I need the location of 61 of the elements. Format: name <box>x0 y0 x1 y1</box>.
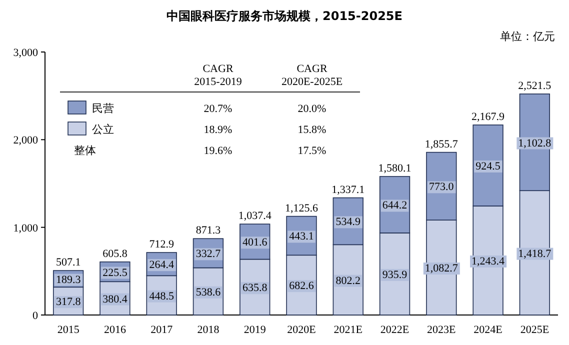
legend-label: 民营 <box>92 102 114 115</box>
total-label: 1,125.6 <box>285 202 318 214</box>
annotation: CAGR 2020E-2025E <box>281 63 343 88</box>
data-label: 924.5 <box>476 160 501 172</box>
total-label: 871.3 <box>196 224 222 237</box>
x-tick-label: 2015 <box>57 324 80 336</box>
chart-title: 中国眼科医疗服务市场规模，2015-2025E <box>166 9 402 23</box>
annotation: 20.0% <box>298 103 326 115</box>
total-label: 2,167.9 <box>472 110 506 123</box>
x-tick-label: 2017 <box>150 324 174 336</box>
total-label: 2,521.5 <box>518 80 552 92</box>
annotation: 18.9% <box>204 124 232 136</box>
total-label: 507.1 <box>56 256 81 269</box>
data-label: 644.2 <box>382 200 408 212</box>
annotation: 20.7% <box>204 103 232 115</box>
y-tick-label: 2,000 <box>13 134 38 147</box>
annotation: 整体 <box>74 144 96 157</box>
total-label: 1,855.7 <box>424 138 458 150</box>
data-label: 534.9 <box>336 216 362 228</box>
data-label: 1,418.7 <box>518 248 552 260</box>
data-label: 332.7 <box>196 248 222 260</box>
data-label: 448.5 <box>149 290 174 302</box>
x-tick-label: 2023E <box>427 324 456 336</box>
data-label: 1,102.8 <box>518 137 552 150</box>
y-tick-label: 1,000 <box>13 222 38 234</box>
data-label: 401.6 <box>242 236 268 249</box>
x-tick-label: 2019 <box>244 324 266 336</box>
annotation: 17.5% <box>298 145 326 157</box>
annotation: 15.8% <box>298 124 326 136</box>
total-label: 605.8 <box>102 248 128 260</box>
data-label: 1,243.4 <box>472 256 506 268</box>
data-label: 1,082.7 <box>424 262 458 275</box>
data-label: 935.9 <box>382 268 408 281</box>
y-tick-label: 3,000 <box>13 47 38 59</box>
x-tick-label: 2024E <box>474 324 503 336</box>
data-label: 802.2 <box>336 274 361 287</box>
y-tick-label: 0 <box>32 310 38 322</box>
data-label: 225.5 <box>102 266 128 279</box>
x-tick-label: 2022E <box>380 324 410 336</box>
total-label: 1,580.1 <box>378 162 412 174</box>
data-label: 264.4 <box>149 259 174 272</box>
x-tick-label: 2021E <box>334 324 363 336</box>
annotation: 19.6% <box>204 145 232 157</box>
data-label: 682.6 <box>289 280 314 292</box>
data-label: 635.8 <box>242 282 268 294</box>
legend-label: 公立 <box>92 123 114 136</box>
data-label: 538.6 <box>196 286 222 298</box>
data-label: 317.8 <box>56 296 82 308</box>
x-tick-label: 2018 <box>197 324 220 336</box>
x-tick-label: 2020E <box>287 324 316 336</box>
annotation: CAGR 2015-2019 <box>194 63 242 88</box>
data-label: 773.0 <box>429 181 454 194</box>
total-label: 712.9 <box>149 238 174 250</box>
x-tick-label: 2025E <box>520 324 550 336</box>
data-label: 189.3 <box>56 274 82 286</box>
total-label: 1,037.4 <box>238 210 272 222</box>
data-label: 380.4 <box>102 293 128 306</box>
x-tick-label: 2016 <box>104 324 126 336</box>
chart-subtitle: 单位：亿元 <box>500 30 555 43</box>
data-label: 443.1 <box>289 230 314 243</box>
total-label: 1,337.1 <box>332 184 365 196</box>
